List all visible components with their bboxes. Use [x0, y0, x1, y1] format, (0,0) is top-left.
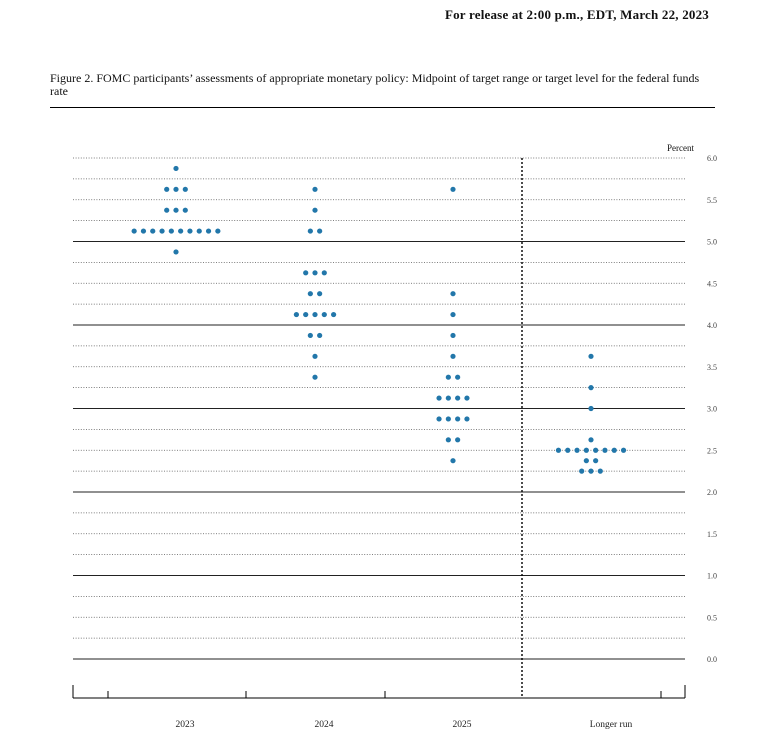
x-category-label: Longer run	[590, 720, 633, 730]
participant-dot	[164, 207, 170, 213]
caption-divider	[50, 107, 715, 108]
participant-dot	[159, 228, 165, 234]
participant-dot	[164, 186, 170, 192]
participant-dot	[588, 385, 594, 391]
participant-dot	[464, 395, 470, 401]
y-tick-label: 0.0	[707, 655, 717, 664]
y-tick-label: 6.0	[707, 154, 717, 163]
participant-dot	[312, 374, 318, 380]
y-tick-label: 4.0	[707, 321, 717, 330]
participant-dot	[450, 311, 456, 318]
participant-dot	[317, 228, 323, 234]
participant-dot	[455, 395, 461, 401]
y-tick-label: 1.5	[707, 530, 717, 539]
participant-dot	[450, 332, 456, 339]
participant-dot	[187, 228, 193, 234]
x-axis	[72, 685, 686, 699]
participant-dot	[131, 228, 137, 234]
participant-dot	[205, 228, 212, 234]
participant-dot	[168, 228, 174, 234]
participant-dot	[182, 207, 188, 213]
participant-dot	[196, 228, 202, 234]
participant-dot	[445, 395, 451, 401]
participant-dot	[317, 332, 323, 339]
participant-dot	[602, 447, 608, 453]
participant-dot	[588, 437, 594, 443]
x-category-label: 2023	[176, 720, 195, 730]
participant-dot	[611, 447, 617, 453]
y-tick-label: 2.5	[707, 446, 717, 455]
participant-dot	[450, 186, 456, 192]
participant-dot	[574, 447, 580, 453]
participant-dot	[455, 437, 461, 443]
participant-dot	[455, 416, 461, 422]
participant-dot	[312, 207, 318, 213]
release-note: For release at 2:00 p.m., EDT, March 22,…	[444, 7, 709, 22]
participant-dot	[620, 447, 627, 453]
participant-dot	[173, 165, 179, 172]
participant-dot	[307, 332, 313, 339]
participant-dot	[583, 447, 589, 453]
participant-dot	[555, 447, 562, 453]
y-tick-label: 5.0	[707, 238, 717, 247]
participant-dot	[588, 468, 594, 474]
participant-dot	[565, 447, 571, 453]
y-tick-label: 2.0	[707, 488, 717, 497]
participant-dot	[450, 353, 456, 359]
participant-dot	[436, 416, 442, 422]
participant-dot	[178, 228, 184, 234]
participant-dot	[597, 468, 603, 474]
y-tick-label: 0.5	[707, 613, 717, 622]
participant-dot	[450, 458, 456, 464]
y-tick-label: 5.5	[707, 196, 717, 205]
participant-dot	[455, 374, 461, 380]
participant-dot	[450, 291, 456, 297]
participant-dot	[312, 353, 318, 359]
participant-dot	[215, 228, 221, 234]
participant-dot	[445, 437, 451, 443]
participant-dot	[307, 228, 313, 234]
participant-dot	[588, 353, 594, 359]
participant-dot	[150, 228, 156, 234]
x-category-label: 2024	[315, 720, 334, 730]
participant-dot	[303, 311, 309, 318]
participant-dot	[312, 311, 318, 318]
y-tick-label: 1.0	[707, 572, 717, 581]
figure-caption: Figure 2. FOMC participants’ assessments…	[50, 71, 700, 98]
grid-lines	[73, 157, 685, 698]
x-category-labels: 2023 2024 2025 Longer run	[176, 720, 633, 730]
participant-dot	[173, 207, 179, 213]
y-axis-unit-label: Percent	[667, 143, 694, 153]
participant-dot	[182, 186, 188, 192]
participant-dot	[173, 186, 179, 192]
y-tick-labels: 0.0 0.5 1.0 1.5 2.0 2.5 3.0 3.5 4.0 4.5 5.0 5.5 6.0	[707, 154, 717, 664]
participant-dot	[293, 311, 299, 318]
participant-dot	[583, 458, 589, 464]
participant-dot	[588, 405, 594, 412]
y-tick-label: 3.0	[707, 405, 717, 414]
participant-dot	[307, 291, 313, 297]
participant-dot	[312, 270, 318, 276]
participant-dot	[593, 447, 599, 453]
participant-dot	[312, 186, 318, 192]
x-category-label: 2025	[453, 720, 472, 730]
participant-dots	[131, 165, 627, 474]
participant-dot	[331, 311, 337, 318]
participant-dot	[303, 270, 309, 276]
participant-dot	[317, 291, 323, 297]
participant-dot	[321, 311, 327, 318]
participant-dot	[593, 458, 599, 464]
participant-dot	[140, 228, 147, 234]
participant-dot	[445, 374, 451, 380]
participant-dot	[445, 416, 451, 422]
participant-dot	[464, 416, 470, 422]
participant-dot	[173, 249, 179, 255]
participant-dot	[321, 270, 327, 276]
y-tick-label: 3.5	[707, 363, 717, 372]
y-tick-label: 4.5	[707, 279, 717, 288]
participant-dot	[436, 395, 442, 401]
participant-dot	[579, 468, 585, 474]
